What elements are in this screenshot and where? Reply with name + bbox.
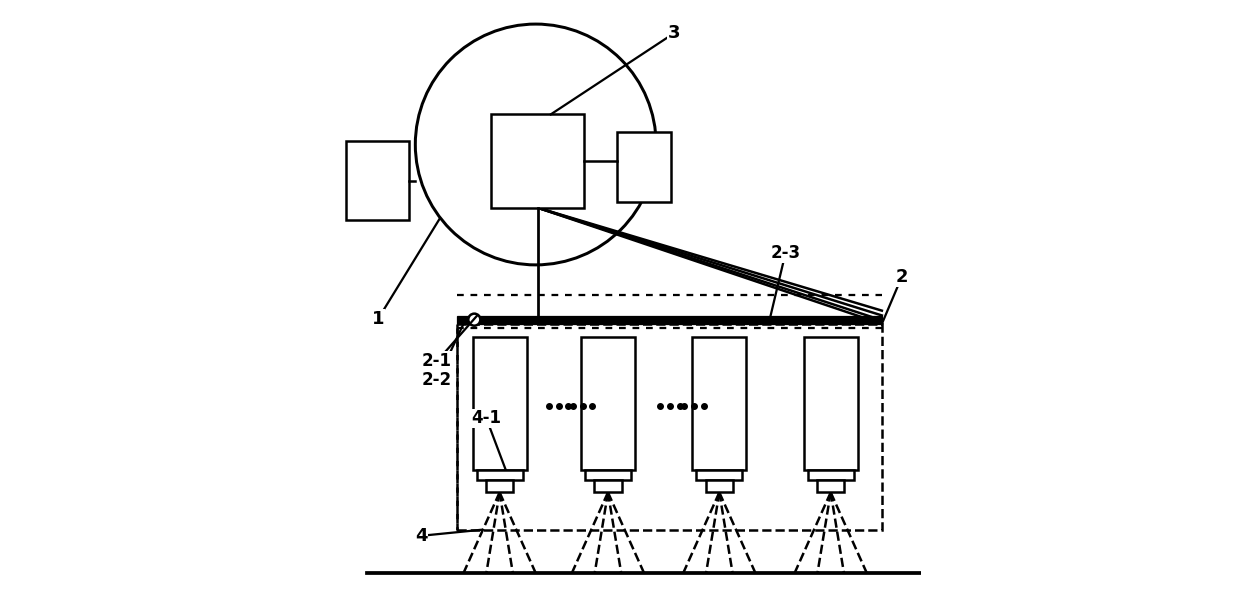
Bar [476,470,522,480]
Text: 2-2: 2-2 [422,371,453,389]
Bar [817,480,844,492]
Bar [618,132,671,202]
Bar [804,337,858,470]
Text: 4-1: 4-1 [471,409,501,427]
Text: 2-3: 2-3 [770,244,801,262]
Bar [697,470,743,480]
Bar [585,470,631,480]
Bar [706,480,733,492]
Bar [458,316,882,324]
Text: 4: 4 [415,527,428,545]
Bar [486,480,513,492]
Text: 2-1: 2-1 [422,352,453,370]
Ellipse shape [415,24,656,265]
Bar [472,337,527,470]
Bar [692,337,746,470]
Bar [346,141,409,220]
Text: 1: 1 [372,310,384,328]
Bar [580,337,635,470]
Bar [491,114,584,208]
Bar [458,324,882,530]
Text: 3: 3 [668,24,681,42]
Bar [594,480,621,492]
Text: 2: 2 [895,268,908,286]
Circle shape [469,314,480,326]
Bar [807,470,853,480]
